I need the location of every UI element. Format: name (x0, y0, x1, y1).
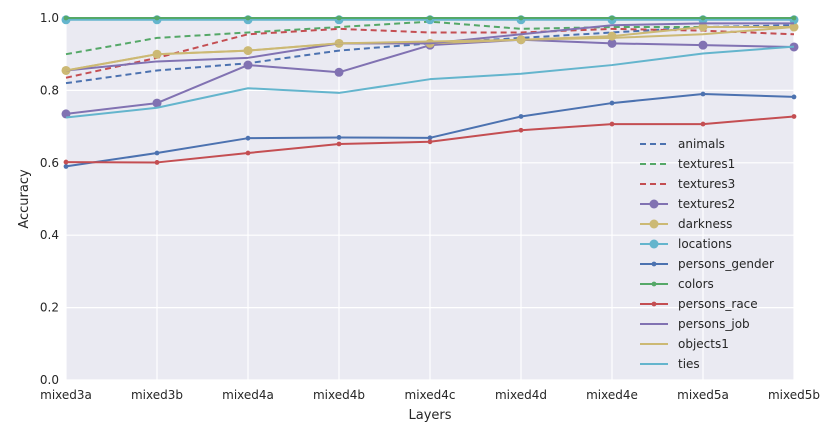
data-point (243, 60, 253, 70)
legend-item: colors (640, 277, 714, 291)
series-layer (61, 15, 799, 169)
data-point (609, 121, 615, 127)
data-point (63, 164, 69, 169)
x-tick-labels: mixed3a mixed3b mixed4a mixed4b mixed4c mixed… (40, 388, 820, 402)
data-point (63, 159, 69, 165)
data-point (698, 40, 708, 50)
data-point (336, 135, 342, 140)
data-point (427, 15, 433, 21)
series-line (65, 26, 795, 72)
x-axis-label: Layers (408, 408, 451, 423)
data-point (152, 98, 162, 108)
data-point (245, 150, 251, 156)
legend-marker (649, 239, 659, 249)
legend-label: textures1 (678, 157, 735, 171)
x-tick-label: mixed3a (40, 388, 92, 402)
legend-item: ties (640, 357, 700, 371)
y-tick-label: 0.2 (40, 301, 59, 315)
data-point (518, 15, 524, 21)
data-point (609, 15, 615, 21)
series-line (65, 24, 795, 85)
series-objects1 (65, 26, 795, 72)
legend-label: locations (678, 237, 732, 251)
data-point (427, 135, 433, 141)
legend-item: locations (640, 237, 732, 251)
y-axis-label: Accuracy (17, 169, 32, 229)
legend-label: persons_gender (678, 257, 774, 271)
data-point (154, 150, 160, 156)
data-point (700, 91, 706, 97)
legend-marker (649, 199, 659, 209)
data-point (336, 15, 342, 21)
data-point (607, 31, 617, 41)
legend-item: persons_gender (640, 257, 774, 271)
series-persons_job (65, 22, 794, 72)
legend-item: darkness (640, 217, 732, 231)
legend-marker (651, 261, 657, 267)
series-animals (65, 24, 795, 85)
y-tick-label: 0.4 (40, 228, 59, 242)
y-tick-label: 0.6 (40, 156, 59, 170)
data-point (791, 94, 797, 100)
data-point (63, 15, 69, 21)
legend-label: ties (678, 357, 700, 371)
data-point (700, 121, 706, 127)
x-tick-label: mixed4e (586, 388, 638, 402)
grid (65, 17, 795, 381)
data-point (334, 67, 344, 77)
data-point (245, 135, 251, 141)
series-line (65, 45, 795, 119)
data-point (336, 141, 342, 147)
data-point (154, 15, 160, 21)
data-point (607, 38, 617, 48)
legend-label: textures3 (678, 177, 735, 191)
legend-label: textures2 (678, 197, 735, 211)
legend-marker (651, 281, 657, 287)
x-tick-label: mixed4a (222, 388, 274, 402)
series-line (65, 22, 794, 72)
x-tick-label: mixed4b (313, 388, 365, 402)
data-point (154, 160, 160, 165)
legend-item: textures1 (640, 157, 735, 171)
x-tick-label: mixed5a (677, 388, 729, 402)
legend-item: textures2 (640, 197, 735, 211)
series-persons_race (63, 114, 797, 165)
legend-label: persons_race (678, 297, 758, 311)
series-colors (63, 15, 797, 21)
data-point (609, 100, 615, 106)
legend-item: objects1 (640, 337, 729, 351)
legend-label: persons_job (678, 317, 750, 331)
legend-marker (649, 219, 659, 229)
y-tick-label: 0.0 (40, 373, 59, 387)
y-tick-label: 0.8 (40, 83, 59, 97)
legend-label: objects1 (678, 337, 729, 351)
data-point (698, 22, 708, 32)
legend-label: animals (678, 137, 725, 151)
data-point (245, 15, 251, 21)
data-point (61, 109, 71, 119)
x-tick-label: mixed4c (405, 388, 456, 402)
legend-item: persons_race (640, 297, 758, 311)
legend-item: textures3 (640, 177, 735, 191)
x-tick-label: mixed4d (495, 388, 547, 402)
legend-item: animals (640, 137, 725, 151)
y-tick-labels: 0.0 0.2 0.4 0.6 0.8 1.0 (40, 11, 59, 387)
y-tick-label: 1.0 (40, 11, 59, 25)
series-ties (65, 45, 795, 119)
legend-label: colors (678, 277, 714, 291)
data-point (518, 114, 524, 119)
legend-marker (651, 301, 657, 307)
legend-item: persons_job (640, 317, 750, 331)
legend-label: darkness (678, 217, 732, 231)
x-tick-label: mixed5b (768, 388, 820, 402)
data-point (427, 139, 433, 145)
data-point (791, 15, 797, 21)
x-tick-label: mixed3b (131, 388, 183, 402)
series-persons_gender (63, 91, 797, 169)
legend: animals textures1 textures3 textures2 darkne… (640, 137, 774, 371)
data-point (700, 15, 706, 21)
data-point (518, 127, 524, 133)
data-point (791, 114, 797, 119)
